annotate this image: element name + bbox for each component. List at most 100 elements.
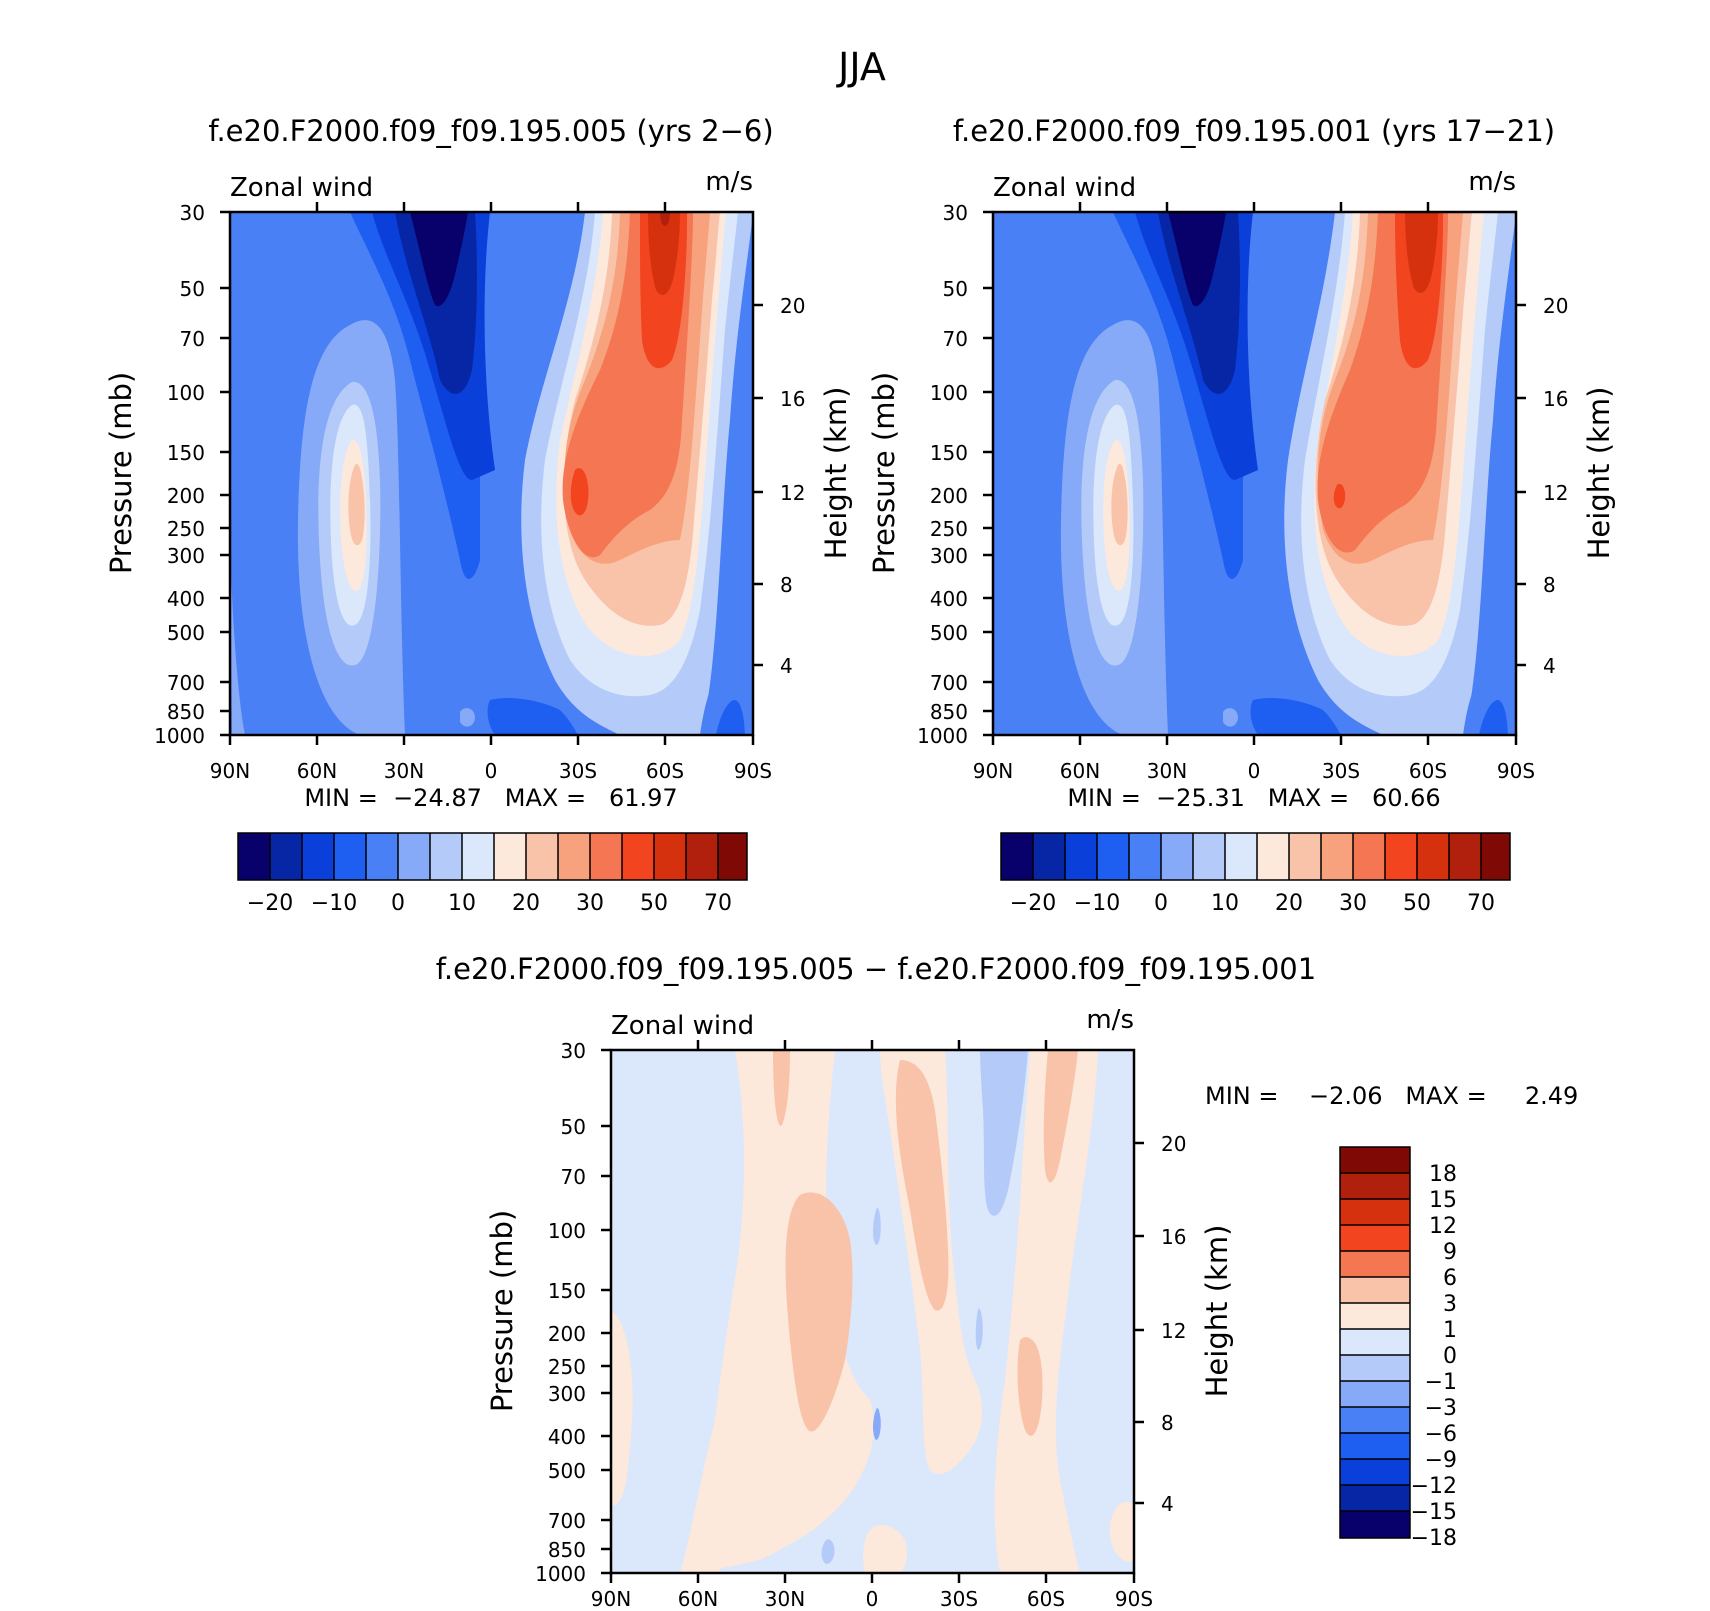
y-right-tick-label: 4: [1161, 1492, 1174, 1516]
y-ticks: [220, 210, 230, 737]
colorbar-cell: [686, 833, 718, 880]
y-tick-label: 50: [561, 1115, 586, 1139]
field-label: Zonal wind: [993, 173, 1136, 203]
x-tick-label: 60S: [1409, 759, 1447, 783]
colorbar-cell: [302, 833, 334, 880]
colorbar-label: 70: [704, 891, 732, 916]
y-tick-label: 70: [561, 1165, 586, 1189]
colorbar-cell: [1340, 1381, 1410, 1407]
colorbar-label: 50: [640, 891, 668, 916]
colorbar-label: −1: [1425, 1370, 1457, 1395]
colorbar-cell: [1417, 833, 1449, 880]
panel-a: f.e20.F2000.f09_f09.195.005 (yrs 2−6): [104, 114, 853, 916]
y-tick-label: 70: [180, 327, 205, 351]
contour-edge-neg-b: [1479, 700, 1508, 735]
contour-neg-5-0-b: [230, 540, 245, 735]
y-tick-label: 300: [167, 544, 205, 568]
y-ticks: [983, 210, 993, 737]
y-tick-label: 100: [548, 1219, 586, 1243]
colorbar-cell: [654, 833, 686, 880]
colorbar-cell: [398, 833, 430, 880]
colorbar-label: −10: [1074, 891, 1120, 916]
y-tick-label: 50: [943, 277, 968, 301]
colorbar-label: 50: [1403, 891, 1431, 916]
x-tick-label: 0: [866, 1587, 879, 1611]
y-axis-right: 20 16 12 8 4 Height (km): [1516, 294, 1616, 678]
y-tick-label: 700: [167, 671, 205, 695]
x-tick-label: 60N: [678, 1587, 718, 1611]
y-tick-label: 150: [167, 441, 205, 465]
colorbar-label: −18: [1411, 1526, 1457, 1551]
colorbar-cell: [1065, 833, 1097, 880]
field-label: Zonal wind: [611, 1011, 754, 1041]
colorbar-cell: [1340, 1173, 1410, 1199]
y-axis-right: 20 16 12 8 4 Height (km): [1134, 1132, 1234, 1516]
y-tick-label: 30: [561, 1039, 586, 1063]
y-ticks: [601, 1048, 611, 1575]
y-tick-label: 200: [930, 484, 968, 508]
colorbar-cell: [1449, 833, 1481, 880]
x-tick-label: 90S: [734, 759, 772, 783]
y-axis: 30 50 70 100 150 200 250 300 400 500 700…: [104, 201, 230, 748]
contour-pos-c: [994, 1050, 1098, 1573]
y-right-tick-label: 4: [780, 654, 793, 678]
colorbar-cell: [1340, 1459, 1410, 1485]
contour-pos-e: [690, 1450, 722, 1573]
colorbar-cell: [1340, 1225, 1410, 1251]
contour-pos-a: [680, 1050, 874, 1573]
colorbar-cell: [1340, 1433, 1410, 1459]
y-tick-label: 300: [930, 544, 968, 568]
contour-neg-b: [873, 1207, 881, 1245]
y-tick-label: 70: [943, 327, 968, 351]
colorbar-label: 70: [1467, 891, 1495, 916]
y-axis: 30 50 70 100 150 200 250 300 400 500 700…: [867, 201, 993, 748]
colorbar: −20 −10 0 10 20 30 50 70: [1000, 832, 1511, 916]
y-axis-right-label: Height (km): [1200, 1225, 1234, 1398]
colorbar-label: 9: [1443, 1240, 1457, 1265]
colorbar-label: 10: [448, 891, 476, 916]
panel-c-contours: [611, 1050, 1134, 1573]
y-tick-label: 400: [167, 587, 205, 611]
colorbar-label: −15: [1411, 1500, 1457, 1525]
x-tick-label: 90N: [591, 1587, 631, 1611]
contour-pos-d: [611, 1310, 633, 1505]
y-tick-label: 30: [180, 201, 205, 225]
colorbar-cell: [1193, 833, 1225, 880]
y-tick-label: 500: [930, 621, 968, 645]
x-axis: 90N 60N 30N 0 30S 60S 90S: [973, 202, 1535, 783]
colorbar-cell: [1129, 833, 1161, 880]
colorbar-cell: [1340, 1277, 1410, 1303]
x-tick-label: 60S: [646, 759, 684, 783]
colorbar-label: −9: [1425, 1448, 1457, 1473]
colorbar-label: 0: [1443, 1344, 1457, 1369]
y-tick-label: 150: [930, 441, 968, 465]
y-axis-label: Pressure (mb): [485, 1210, 519, 1412]
y-axis-right-label: Height (km): [1582, 387, 1616, 560]
x-tick-label: 90S: [1497, 759, 1535, 783]
y-tick-label: 700: [548, 1509, 586, 1533]
colorbar-cell: [430, 833, 462, 880]
colorbar-label: 3: [1443, 1292, 1457, 1317]
colorbar: 18 15 12 9 6 3 1 0 −1 −3 −6 −9 −12 −15 −…: [1339, 1146, 1457, 1551]
colorbar-cell: [1340, 1329, 1410, 1355]
contour-w-50-60: [648, 212, 680, 295]
x-axis: 90N 60N 30N 0 30S 60S 90S: [210, 202, 772, 783]
colorbar-cell: [1225, 833, 1257, 880]
colorbar-cell: [1001, 833, 1033, 880]
y-right-tick-label: 16: [780, 387, 805, 411]
colorbar-label: 20: [512, 891, 540, 916]
panel-a-contours: [230, 212, 753, 735]
colorbar-cell: [1340, 1251, 1410, 1277]
contour-w-40-50-b: [570, 468, 589, 516]
x-tick-label: 30S: [940, 1587, 978, 1611]
contour-w-60plus: [660, 212, 670, 226]
contour-neg-d: [975, 1308, 983, 1350]
y-tick-label: 700: [930, 671, 968, 695]
field-label: Zonal wind: [230, 173, 373, 203]
panel-b-title: f.e20.F2000.f09_f09.195.001 (yrs 17−21): [953, 114, 1555, 148]
colorbar-cell: [334, 833, 366, 880]
y-tick-label: 150: [548, 1279, 586, 1303]
y-tick-label: 850: [930, 700, 968, 724]
y-right-tick-label: 20: [780, 294, 805, 318]
